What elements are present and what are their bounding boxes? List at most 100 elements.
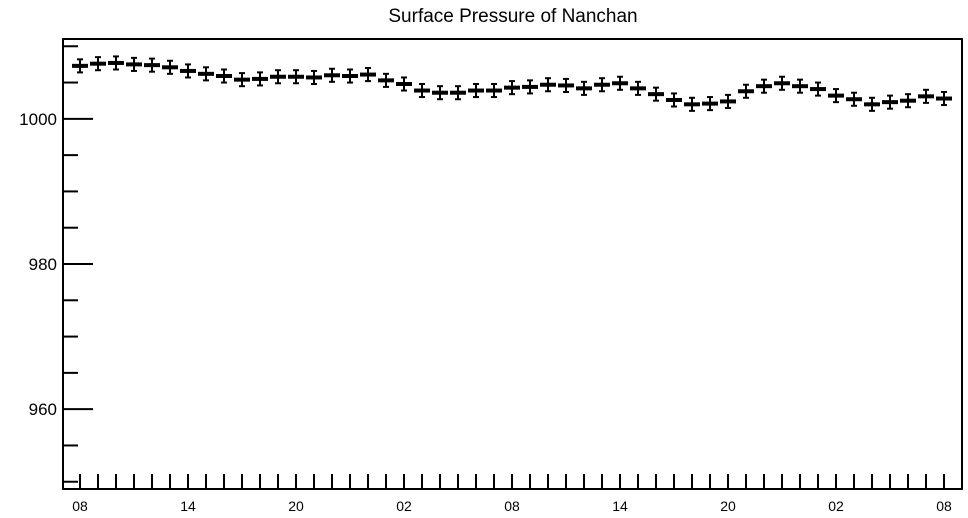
point-marker [216,74,232,79]
point-marker [774,81,790,86]
data-point [198,66,214,82]
point-marker [918,94,934,99]
y-tick-label: 1000 [19,110,57,129]
y-tick-label: 960 [29,400,57,419]
data-point [900,93,916,109]
data-point [180,63,196,79]
x-tick-label: 02 [396,498,412,514]
x-tick-label: 20 [720,498,736,514]
data-point [126,56,142,72]
data-point [162,59,178,75]
data-point [810,81,826,97]
x-axis: 08 14 20 02 08 14 20 02 08 [72,474,952,514]
point-marker [666,97,682,102]
y-axis: 960 980 1000 [19,45,93,483]
point-marker [180,68,196,73]
point-marker [432,90,448,95]
data-series [72,55,952,112]
point-marker [900,98,916,103]
data-point [522,79,538,95]
data-point [360,67,376,83]
data-point [756,78,772,94]
point-marker [594,82,610,87]
point-marker [936,96,952,101]
data-point [648,86,664,102]
point-marker [360,72,376,77]
point-marker [252,76,268,81]
x-tick-label: 20 [288,498,304,514]
point-marker [702,101,718,106]
x-tick-label: 14 [612,498,628,514]
point-marker [396,82,412,86]
point-marker [486,88,502,93]
data-point [288,69,304,85]
data-point [144,57,160,73]
data-point [882,94,898,110]
point-marker [684,102,700,107]
data-point [504,80,520,96]
point-marker [414,88,430,93]
point-marker [288,74,304,79]
data-point [342,68,358,84]
point-marker [522,84,538,89]
point-marker [324,73,340,78]
data-point [558,77,574,93]
point-marker [810,87,826,92]
point-marker [270,74,286,79]
plot-frame [62,38,963,490]
x-tick-label: 14 [180,498,196,514]
chart-title: Surface Pressure of Nanchan [388,6,637,27]
point-marker [342,74,358,79]
data-point [432,85,448,101]
point-marker [108,60,124,65]
data-point [234,72,250,88]
data-point [378,72,394,88]
point-marker [72,63,88,68]
point-marker [234,77,250,82]
data-point [630,80,646,96]
point-marker [576,86,592,91]
point-marker [468,88,484,93]
data-point [612,75,628,91]
data-point [594,77,610,93]
point-marker [612,81,628,86]
point-marker [378,78,394,83]
data-point [324,67,340,83]
data-point [576,80,592,96]
data-point [414,83,430,99]
point-marker [846,97,862,102]
data-point [828,88,844,104]
point-marker [306,75,322,80]
point-marker [504,85,520,90]
point-marker [126,62,142,67]
data-point [684,96,700,112]
point-marker [882,100,898,105]
data-point [72,58,88,74]
point-marker [738,89,754,94]
data-point [846,91,862,107]
point-marker [144,63,160,68]
data-point [450,85,466,101]
point-marker [720,99,736,104]
data-point [486,83,502,99]
point-marker [756,84,772,89]
data-point [774,75,790,91]
data-point [864,96,880,112]
point-marker [450,90,466,95]
point-marker [648,92,664,97]
point-marker [630,86,646,91]
point-marker [540,82,556,87]
data-point [468,83,484,99]
x-tick-label: 08 [504,498,520,514]
data-point [936,90,952,107]
data-point [738,83,754,99]
x-tick-label: 08 [72,498,88,514]
data-point [918,88,934,104]
data-point [216,68,232,84]
point-marker [198,71,214,76]
x-tick-label: 02 [828,498,844,514]
data-point [252,71,268,87]
data-point [270,69,286,85]
